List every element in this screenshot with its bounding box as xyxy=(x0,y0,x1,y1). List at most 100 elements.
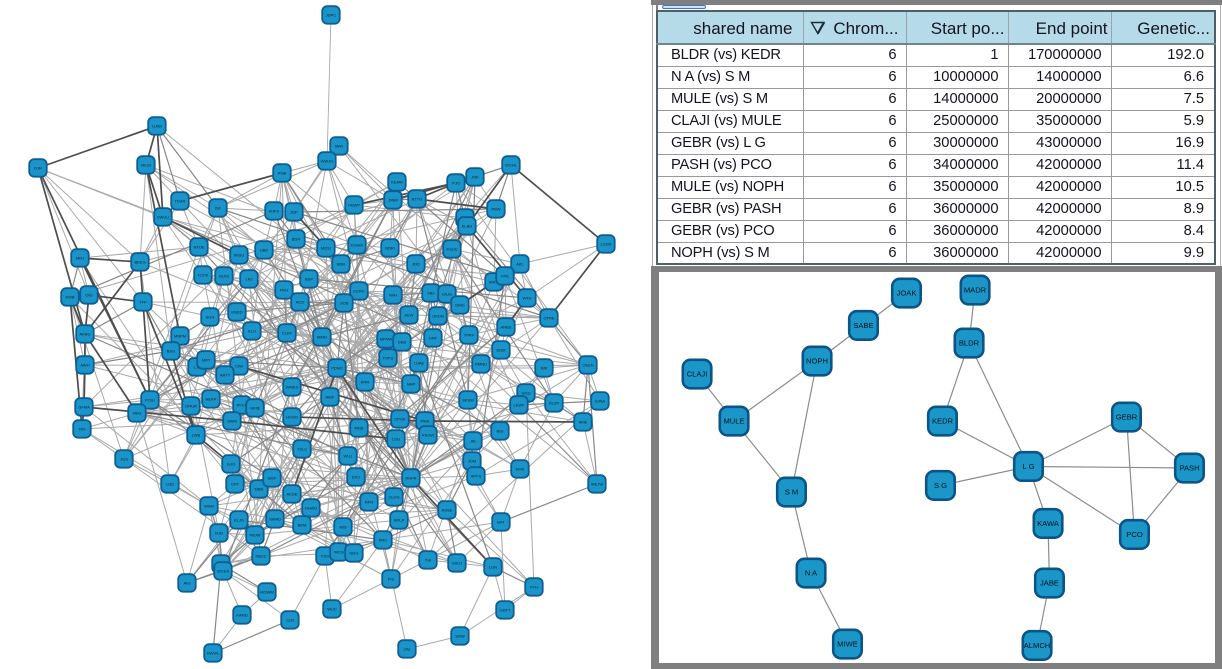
svg-text:LNJ: LNJ xyxy=(245,277,252,282)
svg-text:RFN: RFN xyxy=(365,500,373,505)
svg-text:IMK: IMK xyxy=(540,366,547,371)
svg-text:RHB: RHB xyxy=(278,171,287,176)
svg-text:FPE: FPE xyxy=(501,274,509,279)
svg-text:MNPM: MNPM xyxy=(174,334,186,339)
svg-text:GGU: GGU xyxy=(521,391,530,396)
svg-text:PASH: PASH xyxy=(1179,464,1199,473)
svg-text:NTOE: NTOE xyxy=(193,245,204,250)
svg-text:ALMCH: ALMCH xyxy=(1024,641,1051,650)
svg-text:JGS: JGS xyxy=(120,457,128,462)
svg-text:WWJG: WWJG xyxy=(321,159,334,164)
svg-text:NHP: NHP xyxy=(407,382,416,387)
svg-text:MRT: MRT xyxy=(202,358,211,363)
svg-text:CPOK: CPOK xyxy=(394,417,406,422)
svg-text:WCHL: WCHL xyxy=(505,163,518,168)
svg-text:SJNA: SJNA xyxy=(595,399,606,404)
svg-text:KSUU: KSUU xyxy=(446,247,457,252)
svg-text:SSCJ: SSCJ xyxy=(452,561,462,566)
svg-text:JOM: JOM xyxy=(468,459,476,464)
svg-text:TRF: TRF xyxy=(78,427,86,432)
svg-text:RHFR: RHFR xyxy=(405,476,416,481)
svg-text:AEW: AEW xyxy=(404,313,413,318)
svg-text:CUU: CUU xyxy=(392,437,401,442)
svg-text:OHWU: OHWU xyxy=(305,506,318,511)
svg-text:N A: N A xyxy=(805,569,818,578)
svg-text:EGWA: EGWA xyxy=(351,243,363,248)
svg-text:ASSE: ASSE xyxy=(442,508,453,513)
svg-text:PFCP: PFCP xyxy=(237,403,248,408)
svg-text:KWB: KWB xyxy=(65,295,74,300)
svg-text:BSG: BSG xyxy=(167,349,175,354)
svg-text:WMES: WMES xyxy=(286,385,299,390)
svg-text:LEWF: LEWF xyxy=(513,403,525,408)
svg-text:BLDR: BLDR xyxy=(959,339,980,348)
svg-text:LJE: LJE xyxy=(194,365,201,370)
svg-text:JDD: JDD xyxy=(412,262,420,267)
svg-text:KBCC: KBCC xyxy=(255,554,266,559)
svg-text:AME: AME xyxy=(579,420,588,425)
svg-text:FIS: FIS xyxy=(388,577,395,582)
svg-text:RSGW: RSGW xyxy=(422,433,435,438)
svg-text:MBN: MBN xyxy=(255,487,264,492)
svg-text:ISF: ISF xyxy=(215,206,222,211)
svg-text:WEJW: WEJW xyxy=(591,482,603,487)
svg-text:TDAR: TDAR xyxy=(175,199,186,204)
svg-text:FCPK: FCPK xyxy=(198,273,209,278)
svg-text:PDNO: PDNO xyxy=(331,366,343,371)
svg-text:DLSP: DLSP xyxy=(549,401,560,406)
svg-text:GJO: GJO xyxy=(227,462,235,467)
svg-text:JNK: JNK xyxy=(471,175,479,180)
svg-text:AWF: AWF xyxy=(326,395,335,400)
svg-text:CLR: CLR xyxy=(286,618,294,623)
svg-text:ITJO: ITJO xyxy=(452,181,461,186)
svg-text:UJWI: UJWI xyxy=(152,124,162,129)
svg-text:UBD: UBD xyxy=(260,248,269,253)
svg-text:WUJ: WUJ xyxy=(344,454,353,459)
svg-text:SWUU: SWUU xyxy=(157,215,169,220)
svg-text:MIS: MIS xyxy=(339,525,346,530)
svg-text:EDM: EDM xyxy=(497,348,506,353)
svg-text:DIUG: DIUG xyxy=(442,292,452,297)
svg-text:JIE: JIE xyxy=(470,439,476,444)
svg-text:KEDR: KEDR xyxy=(932,417,954,426)
svg-text:S G: S G xyxy=(934,481,947,490)
svg-text:MPNW: MPNW xyxy=(380,337,393,342)
svg-text:OEEN: OEEN xyxy=(582,363,593,368)
svg-text:PBJW: PBJW xyxy=(249,533,260,538)
svg-text:KEAW: KEAW xyxy=(391,180,403,185)
svg-text:WTD: WTD xyxy=(522,296,531,301)
svg-text:ACD: ACD xyxy=(296,300,305,305)
svg-text:WISU: WISU xyxy=(234,253,245,258)
svg-text:MDSI: MDSI xyxy=(321,246,331,251)
svg-text:KRC: KRC xyxy=(379,538,388,543)
svg-text:DMG: DMG xyxy=(455,303,464,308)
svg-text:SWM: SWM xyxy=(227,419,237,424)
svg-text:WSM: WSM xyxy=(204,504,214,509)
svg-text:RJB: RJB xyxy=(215,531,223,536)
svg-text:IWH: IWH xyxy=(389,293,397,298)
svg-text:ORUR: ORUR xyxy=(185,404,197,409)
svg-text:TSLC: TSLC xyxy=(297,447,307,452)
svg-text:MIWE: MIWE xyxy=(837,640,858,649)
svg-text:KAWA: KAWA xyxy=(1037,519,1060,528)
svg-text:HSWP: HSWP xyxy=(348,203,360,208)
svg-text:NDG: NDG xyxy=(350,551,359,556)
svg-text:LWB: LWB xyxy=(192,433,201,438)
svg-text:BKM: BKM xyxy=(298,523,307,528)
svg-text:FSS: FSS xyxy=(321,554,329,559)
svg-text:L G: L G xyxy=(1023,462,1035,471)
svg-text:JIOB: JIOB xyxy=(340,301,349,306)
svg-text:SRLD: SRLD xyxy=(489,280,500,285)
svg-text:BDN: BDN xyxy=(292,237,301,242)
svg-text:OIG: OIG xyxy=(85,293,92,298)
svg-text:JINM: JINM xyxy=(388,198,397,203)
svg-text:NOPH: NOPH xyxy=(806,357,828,366)
svg-text:KLO: KLO xyxy=(248,329,256,334)
svg-text:SWAD: SWAD xyxy=(269,517,281,522)
svg-text:LUAE: LUAE xyxy=(414,361,425,366)
svg-text:BAT: BAT xyxy=(497,520,505,525)
svg-text:SOW: SOW xyxy=(455,634,465,639)
svg-text:PKH: PKH xyxy=(280,288,288,293)
svg-text:AWH: AWH xyxy=(80,363,89,368)
svg-text:WCEA: WCEA xyxy=(217,569,229,574)
